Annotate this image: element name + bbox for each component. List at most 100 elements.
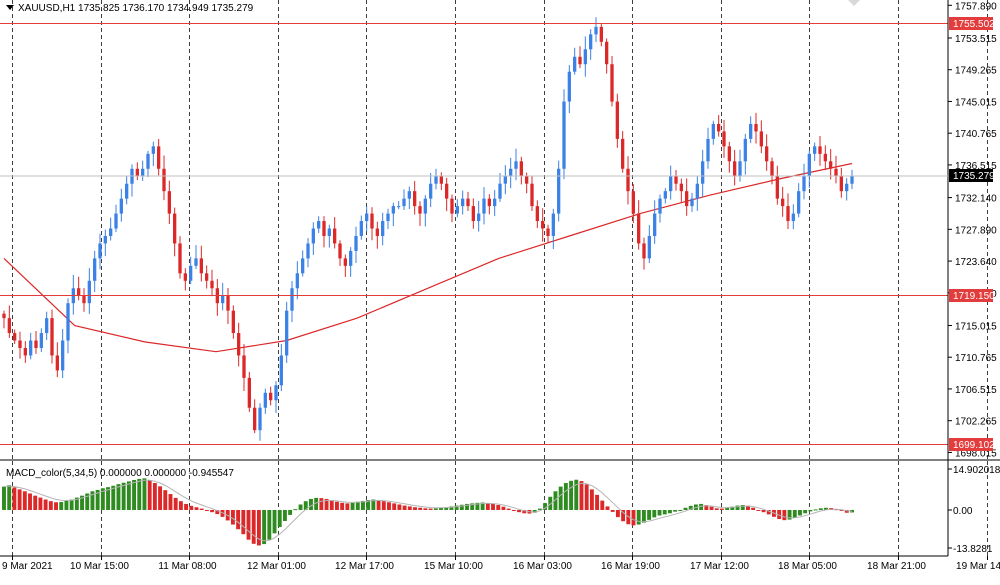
candle-body [226,296,229,311]
y-tick-label: 1749.265 [955,66,997,77]
candle-body [722,131,725,146]
candle-body [632,191,635,213]
macd-bar [148,480,152,510]
candle-body [290,288,293,310]
candle-body [738,161,741,176]
macd-bar [517,510,521,512]
candle-body [440,176,443,183]
y-tick-label: 1702.265 [955,417,997,428]
candle-body [610,64,613,101]
candle-body [402,199,405,206]
candle-body [285,311,288,356]
macd-title: MACD_color(5,34,5) 0.000000 0.000000 -0.… [6,468,234,479]
x-tick-label: 12 Mar 01:00 [247,561,306,572]
macd-bar [782,510,786,520]
candle-body [536,206,539,221]
macd-bar [189,506,193,510]
macd-bar [668,510,672,513]
candle-body [312,229,315,244]
macd-bar [195,507,199,510]
macd-bar [293,509,297,510]
candle-body [834,169,837,176]
macd-bar [616,510,620,517]
macd-bar [652,510,656,517]
candle-body [296,273,299,288]
candle-body [61,341,64,371]
candle-body [680,184,683,191]
candle-body [541,221,544,228]
candle-body [88,281,91,303]
macd-bar [673,510,677,512]
candle-body [765,146,768,161]
candle-body [408,191,411,198]
candle-body [418,206,421,213]
macd-bar [429,509,433,510]
macd-bar [257,510,261,545]
macd-bar [127,481,131,510]
macd-bar [658,510,662,515]
macd-bar [798,510,802,515]
candle-body [301,258,304,273]
candle-body [205,273,208,280]
x-tick-label: 17 Mar 12:00 [690,561,749,572]
macd-bar [762,510,766,512]
macd-bar [814,509,818,510]
candle-body [125,184,128,199]
candle-body [173,214,176,244]
candle-body [589,34,592,49]
candle-body [365,214,368,221]
macd-bar [49,501,53,510]
candle-body [114,214,117,229]
x-tick-label: 16 Mar 19:00 [601,561,660,572]
macd-y-tick-label: 0.00 [953,506,973,517]
current-price-label: 1735.279 [953,171,995,182]
candle-body [605,42,608,64]
candle-body [669,176,672,191]
macd-bar [819,508,823,510]
x-tick-label: 18 Mar 21:00 [867,561,926,572]
candle-body [696,184,699,199]
macd-bar [174,498,178,510]
candle-body [232,311,235,333]
candle-body [477,214,480,221]
macd-bar [122,483,126,510]
candle-body [248,378,251,408]
macd-bar [340,503,344,510]
macd-bar [606,506,610,510]
candle-body [50,318,53,355]
candle-body [77,288,80,295]
candle-body [616,102,619,139]
macd-bar [725,508,729,510]
macd-bar [715,508,719,510]
macd-bar [377,500,381,510]
macd-bar [392,503,396,510]
macd-bar [38,498,42,510]
candle-body [813,146,816,153]
candle-body [381,221,384,236]
macd-bar [756,510,760,511]
candle-body [482,199,485,214]
candle-body [781,199,784,206]
candle-body [802,176,805,191]
candle-body [210,281,213,288]
candle-body [637,214,640,244]
candle-body [45,318,48,333]
macd-bar [158,486,162,510]
candle-body [797,191,800,213]
candle-body [845,184,848,191]
candle-body [520,161,523,176]
macd-bar [351,503,355,510]
candle-body [584,49,587,64]
candle-body [237,333,240,355]
macd-y-tick-label: 14.902018 [953,465,1000,476]
macd-bar [382,501,386,510]
macd-bar [408,506,412,510]
candle-body [168,191,171,213]
macd-bar [611,510,615,512]
candle-body [397,206,400,207]
x-tick-label: 19 Mar 14:00 [956,561,1000,572]
macd-bar [793,510,797,518]
macd-bar [720,509,724,510]
